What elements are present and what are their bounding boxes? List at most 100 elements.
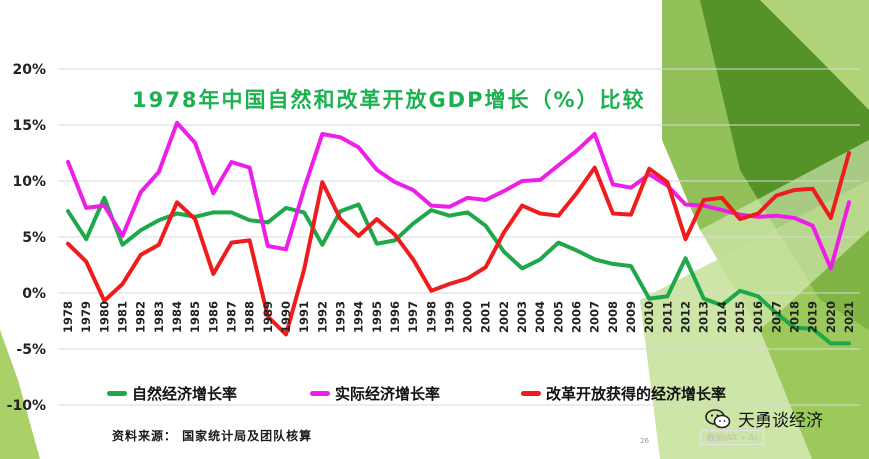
data-point-reform	[557, 215, 559, 217]
data-point-natural	[303, 211, 305, 213]
data-point-reform	[430, 290, 432, 292]
y-tick-label: 0%	[22, 286, 46, 302]
deco-shape-corner	[760, 0, 869, 110]
x-tick-label: 2005	[551, 301, 565, 333]
y-tick-label: 20%	[12, 62, 46, 78]
data-point-actual	[485, 199, 487, 201]
data-point-actual	[612, 183, 614, 185]
x-tick-label: 1984	[170, 301, 184, 333]
x-tick-label: 1997	[406, 301, 420, 333]
x-tick-label: 2019	[806, 301, 820, 333]
data-point-actual	[267, 245, 269, 247]
x-tick-label: 2008	[606, 301, 620, 333]
data-point-actual	[158, 171, 160, 173]
data-point-actual	[521, 180, 523, 182]
x-tick-label: 2014	[715, 301, 729, 333]
data-point-reform	[285, 333, 287, 336]
data-point-actual	[539, 179, 541, 181]
data-point-natural	[830, 342, 832, 344]
data-point-actual	[321, 133, 323, 135]
data-point-actual	[630, 187, 632, 189]
series-line-natural	[66, 195, 851, 346]
data-point-actual	[230, 161, 233, 163]
data-point-actual	[103, 205, 105, 207]
data-point-natural	[466, 211, 469, 213]
data-point-reform	[358, 235, 360, 237]
deco-shape-left	[0, 330, 40, 459]
x-tick-label: 1988	[243, 301, 257, 333]
data-point-actual	[557, 164, 559, 166]
data-point-reform	[176, 201, 178, 203]
data-point-natural	[176, 212, 178, 215]
data-point-actual	[121, 235, 124, 237]
x-tick-label: 2020	[824, 301, 838, 333]
data-point-reform	[121, 283, 124, 285]
x-tick-label: 1995	[370, 301, 384, 333]
legend-swatch-reform	[521, 391, 541, 396]
data-point-natural	[230, 211, 233, 213]
data-point-natural	[539, 258, 541, 260]
data-point-actual	[194, 142, 196, 144]
x-tick-label: 2009	[624, 301, 638, 333]
data-point-reform	[684, 238, 687, 240]
data-point-natural	[67, 210, 69, 212]
x-tick-label: 1989	[261, 301, 275, 333]
data-point-reform	[721, 197, 723, 199]
data-point-actual	[757, 216, 759, 218]
x-tick-label: 1985	[188, 301, 202, 333]
data-point-actual	[466, 197, 469, 199]
data-point-natural	[812, 328, 814, 330]
data-point-natural	[721, 304, 723, 306]
data-point-actual	[739, 214, 741, 216]
y-tick-label: 15%	[12, 118, 46, 134]
x-tick-label: 2006	[570, 301, 584, 333]
data-point-actual	[140, 191, 142, 193]
data-point-natural	[376, 243, 378, 245]
x-tick-label: 2011	[660, 301, 674, 333]
data-point-reform	[812, 188, 814, 190]
chart-title: 1978年中国自然和改革开放GDP增长（%）比较	[132, 88, 646, 112]
data-point-actual	[176, 122, 178, 124]
data-point-natural	[158, 219, 160, 221]
data-point-natural	[339, 210, 342, 212]
data-point-actual	[775, 215, 777, 217]
series-layer	[66, 120, 851, 346]
x-tick-label: 1990	[279, 301, 293, 333]
series-line-reform	[66, 151, 851, 337]
x-tick-label: 1998	[424, 301, 438, 333]
data-point-actual	[594, 133, 596, 135]
data-point-actual	[721, 209, 723, 211]
x-tick-label: 2000	[461, 301, 475, 333]
legend-item-reform: 改革开放获得的经济增长率	[521, 383, 726, 404]
x-tick-label: 1978	[61, 301, 75, 333]
legend-item-natural: 自然经济增长率	[107, 383, 237, 404]
data-point-reform	[793, 189, 796, 191]
x-tick-label: 2010	[642, 301, 656, 333]
data-point-reform	[103, 300, 105, 302]
screenshot-stamp: 截图(Alt + A)	[700, 430, 765, 445]
data-point-actual	[358, 146, 360, 148]
x-tick-label: 2015	[733, 301, 747, 333]
data-point-actual	[67, 161, 69, 163]
data-point-actual	[339, 136, 342, 138]
x-tick-label: 1986	[206, 301, 220, 333]
data-point-reform	[848, 152, 850, 154]
legend-item-actual: 实际经济增长率	[310, 383, 440, 404]
x-tick-label: 1996	[388, 301, 402, 333]
data-point-natural	[448, 215, 451, 217]
data-point-natural	[321, 244, 323, 246]
page-number: 26	[640, 437, 649, 445]
data-point-actual	[830, 267, 832, 269]
x-tick-label: 1979	[79, 301, 93, 333]
data-point-natural	[848, 342, 850, 344]
data-point-reform	[503, 231, 505, 234]
data-point-actual	[684, 203, 687, 206]
data-point-reform	[140, 254, 142, 256]
data-point-actual	[394, 181, 396, 183]
data-point-reform	[394, 234, 396, 236]
data-point-actual	[376, 169, 378, 171]
data-point-natural	[793, 327, 796, 329]
